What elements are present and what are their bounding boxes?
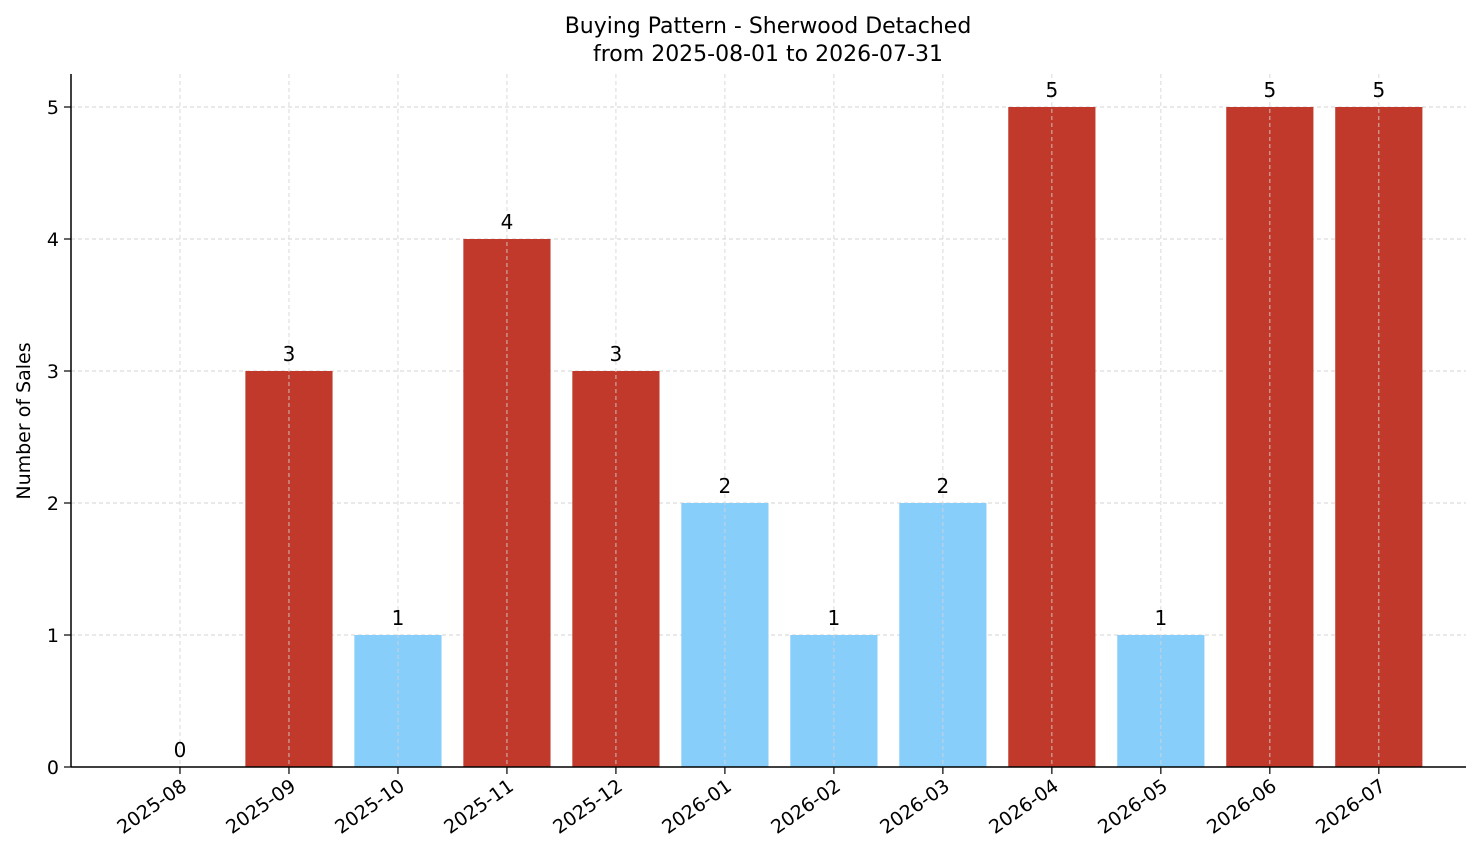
grid-lines-vertical [179,74,1380,767]
chart-subtitle: from 2025-08-01 to 2026-07-31 [593,42,943,67]
bar-2026-04 [1008,107,1096,767]
x-tick-label-2026-04: 2026-04 [985,775,1063,839]
x-tick-label-2026-03: 2026-03 [876,775,954,839]
axes [70,74,1466,768]
y-tick-label-3: 3 [47,361,59,383]
data-label-2026-03: 2 [937,474,950,498]
x-tick-label-2025-09: 2025-09 [222,775,300,839]
data-label-2025-10: 1 [392,606,405,630]
data-label-2025-09: 3 [283,342,296,366]
y-tick-label-1: 1 [47,625,59,647]
y-axis-label: Number of Sales [13,342,35,499]
x-tick-label-2026-01: 2026-01 [658,775,736,839]
bars [245,107,1423,767]
y-tick-label-2: 2 [47,493,59,515]
data-label-2026-07: 5 [1372,78,1385,102]
y-ticks: 0 1 2 3 4 5 [47,97,71,779]
data-label-2026-06: 5 [1263,78,1276,102]
data-label-2026-01: 2 [719,474,732,498]
x-tick-label-2026-06: 2026-06 [1203,775,1281,839]
data-label-2026-05: 1 [1154,606,1167,630]
data-label-2025-11: 4 [501,210,514,234]
bar-2026-07 [1335,107,1423,767]
x-tick-label-2025-11: 2025-11 [440,775,518,839]
x-tick-label-2026-05: 2026-05 [1094,775,1172,839]
y-tick-label-5: 5 [47,97,59,119]
data-label-2025-12: 3 [610,342,623,366]
data-label-2026-04: 5 [1045,78,1058,102]
x-tick-label-2025-10: 2025-10 [331,775,409,839]
chart-title: Buying Pattern - Sherwood Detached [565,14,972,39]
data-label-2025-08: 0 [174,738,187,762]
x-ticks: 2025-08 2025-09 2025-10 2025-11 2025-12 2026-… [113,767,1390,839]
x-tick-label-2026-07: 2026-07 [1312,775,1390,839]
x-tick-label-2025-12: 2025-12 [549,775,627,839]
y-tick-label-0: 0 [47,757,59,779]
bar-2026-06 [1226,107,1314,767]
x-tick-label-2025-08: 2025-08 [113,775,191,839]
data-labels: 0 3 1 4 3 2 1 2 5 1 5 5 [174,78,1386,762]
x-tick-label-2026-02: 2026-02 [767,775,845,839]
y-tick-label-4: 4 [47,229,59,251]
data-label-2026-02: 1 [828,606,841,630]
